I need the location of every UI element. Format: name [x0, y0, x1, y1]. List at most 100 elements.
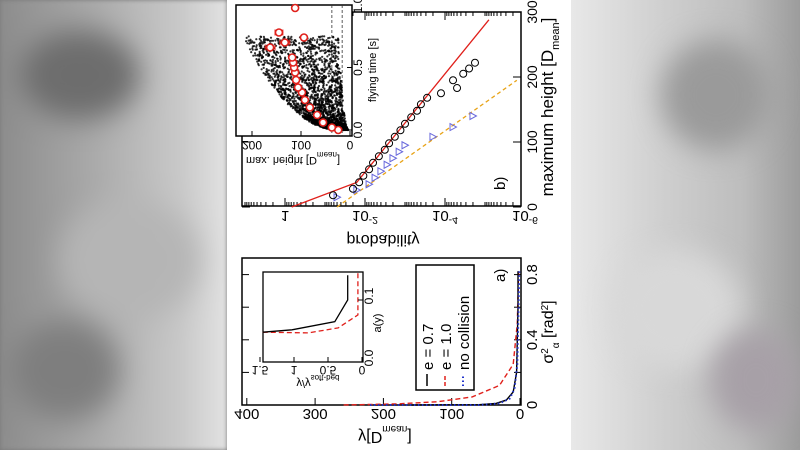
scatter-dot: [315, 75, 318, 78]
triangle-point: [401, 140, 410, 150]
scatter-dot: [340, 96, 343, 99]
circle-point: [365, 165, 374, 174]
scatter-dot: [294, 99, 297, 103]
circle-point: [401, 119, 409, 128]
scatter-dot: [283, 66, 287, 69]
scatter-dot: [248, 48, 252, 51]
scatter-dot: [313, 45, 316, 48]
scatter-dot: [288, 81, 291, 84]
scatter-dot: [311, 86, 314, 89]
scatter-dot: [305, 46, 308, 50]
scatter-dot: [337, 52, 340, 55]
scatter-dot: [314, 121, 317, 124]
scatter-dot: [338, 91, 341, 94]
scatter-dot: [336, 103, 339, 106]
scatter-dot: [277, 84, 280, 87]
scatter-dot: [282, 48, 285, 51]
scatter-dot: [292, 101, 295, 104]
scatter-dot: [251, 48, 254, 51]
scatter-dot: [279, 81, 282, 84]
scatter-dot: [309, 78, 313, 81]
scatter-dot: [321, 42, 324, 45]
panel-a-ytick-label: 0.8: [524, 264, 541, 285]
scatter-dot: [294, 39, 297, 42]
scatter-dot: [328, 102, 331, 105]
scatter-dot: [269, 36, 273, 39]
scatter-dot: [327, 91, 330, 94]
scatter-dot: [317, 76, 320, 79]
inset-b-ylabel: max. height [Dmean]: [246, 151, 340, 167]
scatter-dot: [275, 65, 278, 68]
scatter-dot: [279, 95, 282, 98]
scatter-dot: [284, 59, 287, 63]
scatter-dot: [312, 58, 315, 61]
scatter-dot: [272, 69, 275, 72]
legend-entry-e07: e = 0.7: [420, 324, 437, 370]
scatter-dot: [301, 58, 304, 61]
scatter-dot: [314, 107, 317, 110]
triangle-point: [371, 173, 380, 183]
scatter-dot: [277, 74, 280, 77]
scatter-dot: [318, 43, 321, 47]
scatter-dot: [245, 36, 248, 40]
circle-point: [380, 145, 389, 154]
scatter-dot: [334, 49, 337, 52]
scatter-dot: [321, 106, 324, 110]
scatter-dot: [293, 97, 296, 100]
scatter-dot: [281, 92, 284, 95]
scatter-dot: [330, 101, 333, 104]
triangle-point: [353, 185, 362, 195]
scatter-dot: [281, 76, 284, 79]
scatter-dot: [290, 35, 293, 39]
legend-box: [415, 264, 475, 391]
scatter-dot: [309, 113, 312, 117]
scatter-dot: [279, 61, 282, 64]
scatter-dot: [311, 79, 314, 82]
scatter-dot: [338, 77, 341, 80]
scatter-dot: [335, 64, 338, 67]
scatter-dot: [279, 84, 282, 88]
scatter-dot: [309, 50, 312, 53]
scatter-dot: [323, 87, 326, 90]
scatter-dot: [307, 91, 310, 95]
blurred-background-left: [0, 0, 227, 450]
scatter-dot: [328, 100, 332, 103]
scatter-dot: [297, 61, 300, 64]
scatter-dot: [297, 64, 300, 68]
scatter-dot: [323, 68, 326, 71]
scatter-dot: [333, 87, 336, 90]
scatter-dot: [269, 79, 272, 82]
scatter-dot: [338, 118, 341, 121]
scatter-dot: [260, 68, 263, 71]
scatter-dot: [314, 82, 317, 85]
scatter-dot: [335, 105, 338, 108]
scatter-dot: [291, 92, 294, 95]
scatter-dot: [311, 72, 314, 75]
scatter-dot: [273, 86, 276, 89]
scatter-dot: [317, 88, 320, 92]
scatter-dot: [277, 82, 280, 85]
scatter-dot: [284, 56, 287, 59]
scatter-dot: [298, 42, 301, 45]
scatter-dot: [314, 94, 317, 97]
scatter-dot: [327, 50, 330, 53]
scatter-dot: [278, 87, 281, 90]
scatter-dot: [301, 43, 304, 46]
scatter-dot: [276, 39, 280, 42]
scatter-dot: [295, 104, 298, 107]
scatter-dot: [298, 98, 301, 101]
inset-b-xlabel: flying time [s]: [367, 38, 379, 102]
scatter-dot: [321, 55, 324, 58]
scatter-dot: [324, 90, 327, 93]
scatter-dot: [270, 70, 273, 73]
panel-b-ylabel: probability: [347, 231, 420, 248]
scatter-dot: [305, 51, 308, 54]
scatter-dot: [334, 90, 337, 93]
scatter-dot: [270, 83, 273, 86]
scatter-dot: [325, 39, 328, 42]
series-no-collision-line: [369, 271, 521, 406]
scatter-dot: [304, 103, 307, 106]
scatter-dot: [317, 84, 321, 88]
scatter-dot: [336, 70, 339, 73]
scatter-dot: [313, 89, 316, 92]
